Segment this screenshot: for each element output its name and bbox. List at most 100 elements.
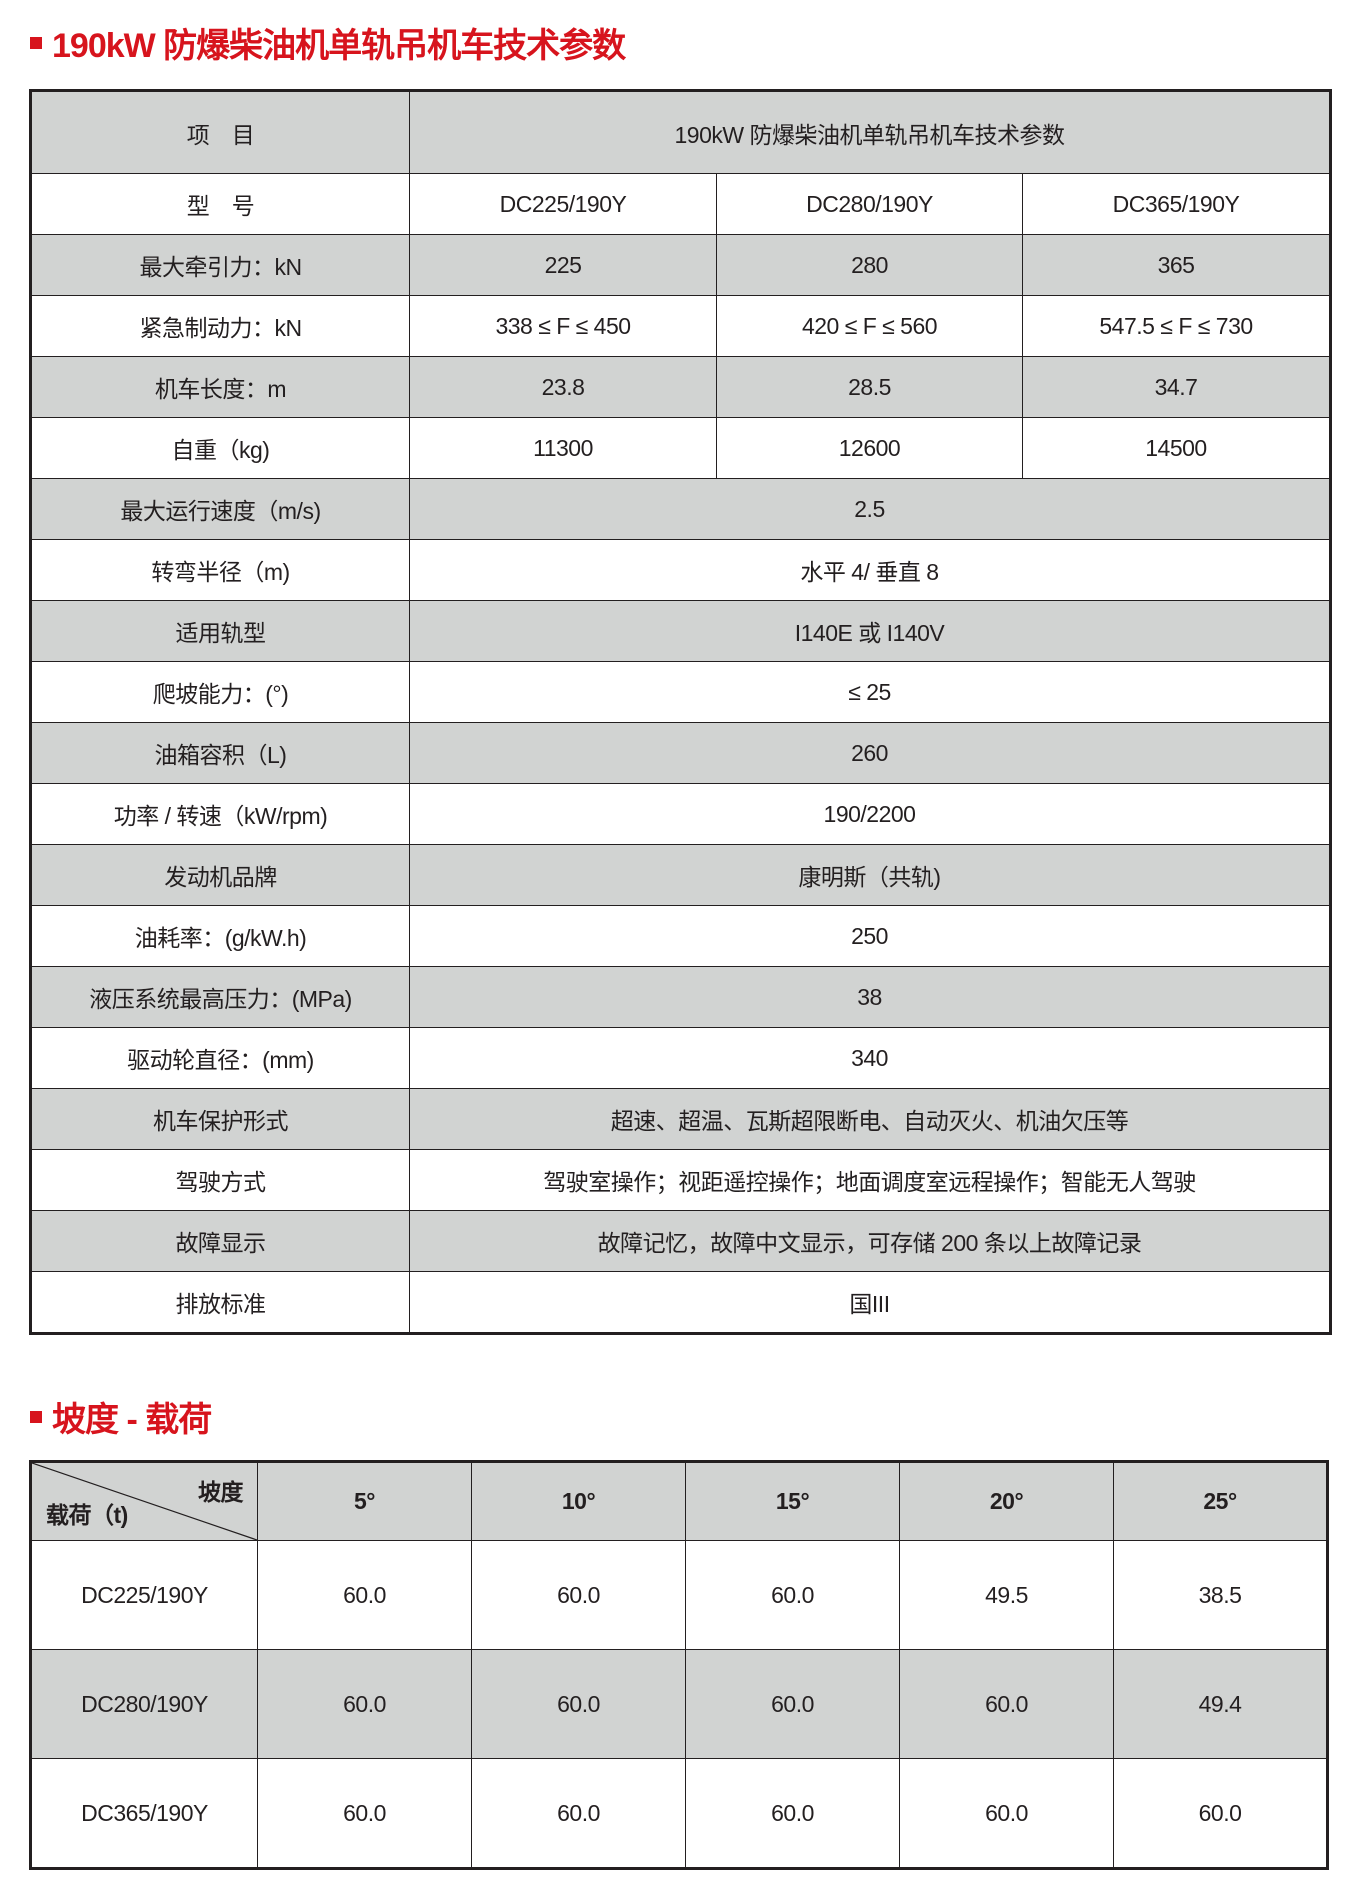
- load-value-cell: 60.0: [257, 1649, 472, 1759]
- value-cell: 水平 4/ 垂直 8: [408, 539, 1332, 601]
- value-cell: 超速、超温、瓦斯超限断电、自动灭火、机油欠压等: [408, 1088, 1332, 1150]
- row-label: 驱动轮直径：(mm): [30, 1027, 410, 1089]
- value-cell: 驾驶室操作；视距遥控操作；地面调度室远程操作；智能无人驾驶: [408, 1149, 1332, 1211]
- slope-header-cell: 15°: [685, 1461, 900, 1541]
- table-row: 最大牵引力：kN 225 280 365: [30, 234, 1332, 296]
- value-cell: 康明斯（共轨): [408, 844, 1332, 906]
- spec-table: 项 目 190kW 防爆柴油机单轨吊机车技术参数型 号 DC225/190Y DC28…: [29, 89, 1333, 1335]
- value-cell: 28.5: [716, 356, 1023, 418]
- header-title-cell: 190kW 防爆柴油机单轨吊机车技术参数: [408, 90, 1332, 174]
- row-label: 故障显示: [30, 1210, 410, 1272]
- row-label: 排放标准: [30, 1271, 410, 1334]
- table-row: DC280/190Y 60.0 60.0 60.0 60.0 49.4: [30, 1649, 1328, 1759]
- value-cell: 国III: [408, 1271, 1332, 1334]
- load-value-cell: 60.0: [471, 1649, 686, 1759]
- value-cell: 225: [409, 234, 717, 296]
- value-cell: 420 ≤ F ≤ 560: [716, 295, 1023, 357]
- table-row: 油耗率：(g/kW.h) 250: [30, 905, 1332, 967]
- table-row: 自重（kg) 11300 12600 14500: [30, 417, 1332, 479]
- bullet-square-icon: [30, 1410, 42, 1423]
- value-cell: 故障记忆，故障中文显示，可存储 200 条以上故障记录: [408, 1210, 1332, 1272]
- corner-header-cell: 坡度载荷（t): [30, 1461, 258, 1541]
- section-title-slope-load: 坡度 - 载荷: [30, 1392, 212, 1441]
- value-cell: 338 ≤ F ≤ 450: [409, 295, 717, 357]
- model-cell: DC225/190Y: [30, 1540, 258, 1650]
- load-value-cell: 49.5: [899, 1540, 1114, 1650]
- value-cell: 250: [408, 905, 1332, 967]
- table-row: 故障显示 故障记忆，故障中文显示，可存储 200 条以上故障记录: [30, 1210, 1332, 1272]
- table-row-model: 型 号 DC225/190Y DC280/190Y DC365/190Y: [30, 173, 1332, 235]
- table-row: 爬坡能力：(°) ≤ 25: [30, 661, 1332, 723]
- row-label: 型 号: [30, 173, 410, 235]
- model-cell: DC280/190Y: [716, 173, 1023, 235]
- value-cell: 38: [408, 966, 1332, 1028]
- slope-header-cell: 10°: [471, 1461, 686, 1541]
- table-row: DC225/190Y 60.0 60.0 60.0 49.5 38.5: [30, 1540, 1328, 1650]
- row-label: 液压系统最高压力：(MPa): [30, 966, 410, 1028]
- row-label: 油箱容积（L): [30, 722, 410, 784]
- table-row: 适用轨型 I140E 或 I140V: [30, 600, 1332, 662]
- model-cell: DC225/190Y: [409, 173, 717, 235]
- load-value-cell: 60.0: [471, 1758, 686, 1869]
- corner-slope-label: 坡度: [198, 1479, 244, 1505]
- row-label: 机车长度：m: [30, 356, 410, 418]
- diagonal-divider: [32, 1463, 257, 1540]
- row-label: 最大运行速度（m/s): [30, 478, 410, 540]
- bullet-square-icon: [30, 36, 42, 49]
- section-title-specs: 190kW 防爆柴油机单轨吊机车技术参数: [30, 18, 626, 67]
- slope-header-cell: 5°: [257, 1461, 472, 1541]
- value-cell: 260: [408, 722, 1332, 784]
- slope-header-cell: 20°: [899, 1461, 1114, 1541]
- value-cell: I140E 或 I140V: [408, 600, 1332, 662]
- value-cell: 34.7: [1021, 356, 1332, 418]
- load-value-cell: 60.0: [471, 1540, 686, 1650]
- table-row: 功率 / 转速（kW/rpm) 190/2200: [30, 783, 1332, 845]
- load-value-cell: 60.0: [257, 1540, 472, 1650]
- value-cell: 280: [716, 234, 1023, 296]
- header-row: 坡度 载荷（t) 5° 10° 15° 20° 25°: [30, 1461, 1328, 1541]
- header-item-cell: 项 目: [30, 90, 410, 174]
- table-row: 驾驶方式 驾驶室操作；视距遥控操作；地面调度室远程操作；智能无人驾驶: [30, 1149, 1332, 1211]
- table-row: 排放标准 国III: [30, 1271, 1332, 1334]
- model-cell: DC365/190Y: [1021, 173, 1332, 235]
- header-row: 项 目 190kW 防爆柴油机单轨吊机车技术参数: [30, 90, 1332, 174]
- table-row: 液压系统最高压力：(MPa) 38: [30, 966, 1332, 1028]
- table-row: 机车长度：m 23.8 28.5 34.7: [30, 356, 1332, 418]
- row-label: 紧急制动力：kN: [30, 295, 410, 357]
- slope-load-table: 坡度 载荷（t) 5° 10° 15° 20° 25° DC225/190Y 60.0 60.0 6…: [29, 1460, 1329, 1870]
- section-title-text: 坡度 - 载荷: [52, 1401, 212, 1439]
- load-value-cell: 38.5: [1113, 1540, 1328, 1650]
- table-row: 转弯半径（m) 水平 4/ 垂直 8: [30, 539, 1332, 601]
- load-value-cell: 60.0: [685, 1540, 900, 1650]
- slope-header-cell: 25°: [1113, 1461, 1328, 1541]
- value-cell: 547.5 ≤ F ≤ 730: [1021, 295, 1332, 357]
- row-label: 驾驶方式: [30, 1149, 410, 1211]
- row-label: 机车保护形式: [30, 1088, 410, 1150]
- row-label: 油耗率：(g/kW.h): [30, 905, 410, 967]
- value-cell: 365: [1021, 234, 1332, 296]
- table-row: 紧急制动力：kN 338 ≤ F ≤ 450 420 ≤ F ≤ 560 547.5 …: [30, 295, 1332, 357]
- row-label: 转弯半径（m): [30, 539, 410, 601]
- value-cell: 12600: [716, 417, 1023, 479]
- table-row: 机车保护形式 超速、超温、瓦斯超限断电、自动灭火、机油欠压等: [30, 1088, 1332, 1150]
- load-value-cell: 60.0: [1113, 1758, 1328, 1869]
- row-label: 功率 / 转速（kW/rpm): [30, 783, 410, 845]
- row-label: 最大牵引力：kN: [30, 234, 410, 296]
- value-cell: 14500: [1021, 417, 1332, 479]
- value-cell: 23.8: [409, 356, 717, 418]
- value-cell: 190/2200: [408, 783, 1332, 845]
- load-value-cell: 60.0: [899, 1649, 1114, 1759]
- table-row: DC365/190Y 60.0 60.0 60.0 60.0 60.0: [30, 1758, 1328, 1869]
- value-cell: 2.5: [408, 478, 1332, 540]
- load-value-cell: 49.4: [1113, 1649, 1328, 1759]
- row-label: 爬坡能力：(°): [30, 661, 410, 723]
- value-cell: 340: [408, 1027, 1332, 1089]
- row-label: 自重（kg): [30, 417, 410, 479]
- load-value-cell: 60.0: [685, 1758, 900, 1869]
- corner-load-label: 载荷（t): [46, 1502, 128, 1528]
- load-value-cell: 60.0: [685, 1649, 900, 1759]
- load-value-cell: 60.0: [899, 1758, 1114, 1869]
- load-value-cell: 60.0: [257, 1758, 472, 1869]
- model-cell: DC365/190Y: [30, 1758, 258, 1869]
- value-cell: ≤ 25: [408, 661, 1332, 723]
